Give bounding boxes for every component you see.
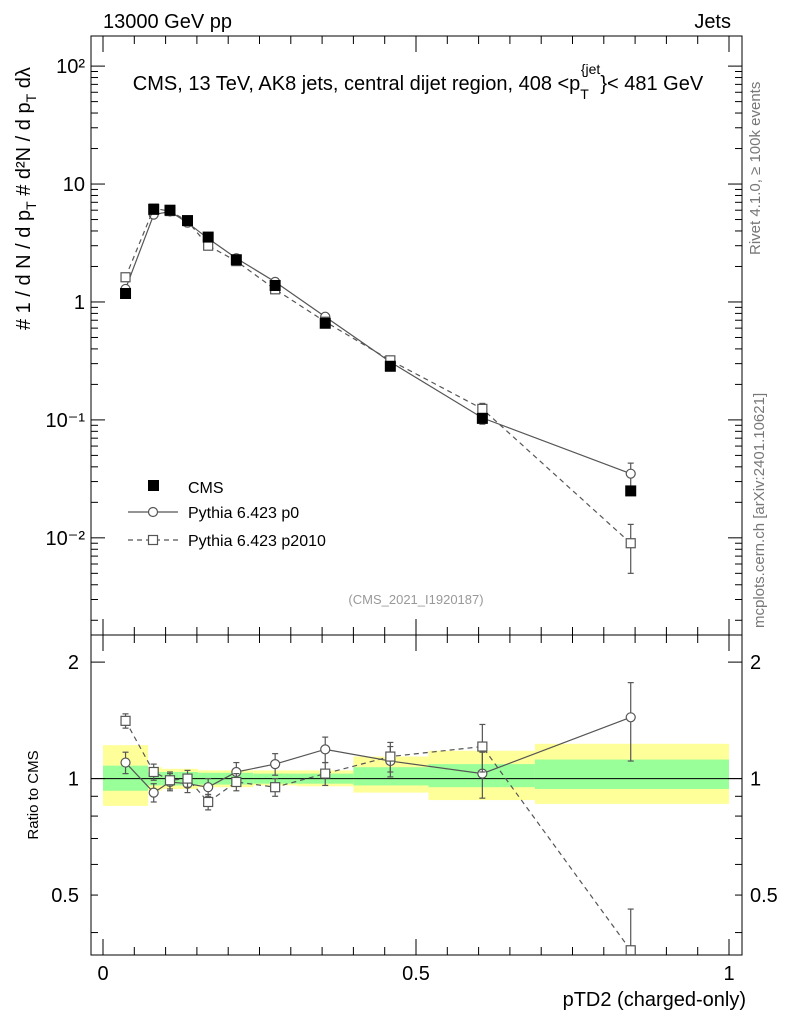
- legend-marker-p2010: [147, 534, 159, 546]
- legend-label-p0: Pythia 6.423 p0: [188, 505, 299, 522]
- main-cms-point: [269, 279, 281, 291]
- main-cms-point: [319, 317, 331, 329]
- main-cms-point: [164, 204, 176, 216]
- ratio-p2010-point: [231, 776, 242, 788]
- ratio-p2010-point: [203, 796, 214, 808]
- yl-frac: 1 / d N / d p: [13, 210, 35, 313]
- ratio-y-label-group: Ratio to CMS: [25, 750, 42, 839]
- rivet-label-group: Rivet 4.1.0, ≥ 100k events: [747, 82, 764, 255]
- ratio-p2010-point: [477, 741, 488, 752]
- yl-rest: # d²N / d p: [13, 102, 35, 201]
- yl-dl: dλ: [13, 67, 35, 94]
- ratio-p0-point: [120, 757, 131, 768]
- main-p2010-point: [625, 538, 636, 549]
- main-cms-point: [384, 360, 396, 372]
- ratio-ytick-label-right-1: 1: [750, 769, 761, 791]
- ratio-ytick-label-left-0: 0.5: [51, 885, 79, 907]
- ratio-p0-point: [148, 787, 159, 798]
- yl-t1: T: [23, 201, 39, 210]
- ratio-p2010-point: [148, 766, 159, 778]
- header-right: Jets: [694, 11, 731, 33]
- x-axis-label: pTD2 (charged-only): [563, 989, 746, 1011]
- main-cms-point: [120, 287, 132, 299]
- yl-t2: T: [23, 93, 39, 102]
- main-cms-point: [476, 412, 488, 424]
- legend-label-cms: CMS: [188, 480, 224, 497]
- plot-title-sup-jet: {jet: [581, 61, 601, 77]
- legend-marker-cms: [148, 480, 159, 491]
- main-ytick-label-2: 1: [74, 292, 85, 314]
- plot-title: CMS, 13 TeV, AK8 jets, central dijet reg…: [133, 61, 704, 102]
- main-series: [120, 203, 637, 574]
- ratio-series: [120, 682, 636, 955]
- ratio-ytick-label-left-2: 2: [68, 652, 79, 674]
- main-cms-series: [120, 203, 637, 497]
- ratio-p0-point: [203, 782, 214, 793]
- ratio-p2010-point: [385, 751, 396, 762]
- ratio-ytick-label-left-1: 1: [68, 769, 79, 791]
- ratio-axes: 0.5 0.5 1 1 2 2 0 0.5 1: [51, 635, 778, 985]
- rivet-label: Rivet 4.1.0, ≥ 100k events: [747, 82, 764, 255]
- ratio-p2010-point: [182, 773, 193, 784]
- ratio-p0-point: [320, 744, 331, 755]
- plot-title-part-2: }< 481 GeV: [600, 73, 704, 95]
- ratio-p0-point: [625, 712, 636, 723]
- main-p0-line: [124, 210, 631, 475]
- ratio-p0-point: [270, 758, 281, 770]
- main-p0-point: [625, 468, 636, 479]
- y-axis-label: # 1 / d N / d pT # d²N / d pT dλ: [13, 67, 39, 330]
- ratio-p2010-point: [120, 715, 131, 726]
- header-left: 13000 GeV pp: [103, 11, 232, 33]
- main-cms-point: [230, 254, 242, 266]
- main-axes: 10⁻² 10⁻¹ 1 10 10²: [46, 36, 742, 635]
- ratio-p2010-point: [164, 775, 176, 786]
- main-p0-series: [120, 206, 636, 488]
- ratio-p2010-series: [120, 713, 636, 955]
- legend-label-p2010: Pythia 6.423 p2010: [188, 533, 326, 550]
- xtick-label-2: 1: [723, 963, 734, 985]
- y-axis-label-text: # 1 / d N / d pT # d²N / d pT dλ: [13, 67, 39, 330]
- main-ytick-label-0: 10⁻²: [46, 528, 86, 550]
- legend: CMS Pythia 6.423 p0 Pythia 6.423 p2010: [128, 480, 326, 550]
- plot-title-part-1: CMS, 13 TeV, AK8 jets, central dijet reg…: [133, 73, 581, 95]
- main-p2010-point: [477, 403, 488, 414]
- main-cms-point: [202, 231, 214, 243]
- xtick-label-0: 0: [97, 963, 108, 985]
- ratio-ytick-label-right-2: 2: [750, 652, 761, 674]
- mcplots-label-group: mcplots.cern.ch [arXiv:2401.10621]: [751, 393, 768, 628]
- main-ytick-label-4: 10²: [56, 56, 85, 78]
- ratio-p2010-point: [270, 782, 281, 793]
- ratio-p2010-point: [625, 945, 636, 955]
- main-ytick-label-1: 10⁻¹: [46, 410, 86, 432]
- analysis-reference: (CMS_2021_I1920187): [348, 592, 483, 607]
- main-ytick-label-3: 10: [63, 174, 85, 196]
- ratio-y-label: Ratio to CMS: [25, 750, 42, 839]
- ratio-p2010-point: [320, 768, 331, 779]
- band-inner-10: [534, 759, 729, 789]
- ratio-ytick-label-right-0: 0.5: [750, 885, 778, 907]
- main-p2010-point: [120, 272, 131, 283]
- plot-title-sub-t: T: [580, 86, 589, 102]
- xtick-label-1: 0.5: [402, 963, 430, 985]
- legend-marker-p0: [147, 506, 159, 518]
- main-cms-point: [625, 485, 637, 497]
- mcplots-label: mcplots.cern.ch [arXiv:2401.10621]: [751, 393, 768, 628]
- main-cms-point: [148, 203, 160, 215]
- main-cms-point: [182, 215, 194, 227]
